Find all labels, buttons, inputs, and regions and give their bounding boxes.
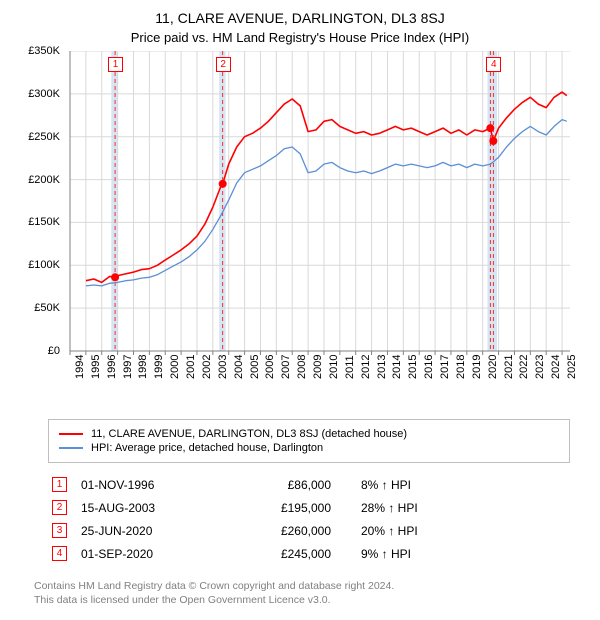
transaction-marker: 1 bbox=[52, 477, 67, 492]
sale-marker-2: 2 bbox=[216, 57, 231, 72]
chart-container: 11, CLARE AVENUE, DARLINGTON, DL3 8SJ Pr… bbox=[0, 0, 600, 607]
y-tick-label: £250K bbox=[28, 131, 60, 143]
x-tick-label: 1999 bbox=[153, 355, 165, 379]
x-tick-label: 2019 bbox=[471, 355, 483, 379]
transaction-diff: 9% ↑ HPI bbox=[361, 547, 471, 561]
legend-label: HPI: Average price, detached house, Darl… bbox=[91, 442, 323, 454]
transaction-date: 01-SEP-2020 bbox=[81, 547, 221, 561]
x-tick-label: 2023 bbox=[534, 355, 546, 379]
sale-marker-1: 1 bbox=[108, 57, 123, 72]
x-tick-label: 2015 bbox=[407, 355, 419, 379]
x-tick-label: 2005 bbox=[249, 355, 261, 379]
x-tick-label: 2002 bbox=[201, 355, 213, 379]
x-tick-label: 2006 bbox=[264, 355, 276, 379]
x-tick-label: 2011 bbox=[344, 355, 356, 379]
title-subtitle: Price paid vs. HM Land Registry's House … bbox=[10, 30, 590, 45]
transaction-row: 1 01-NOV-1996£86,0008% ↑ HPI bbox=[48, 473, 570, 496]
x-tick-label: 2007 bbox=[280, 355, 292, 379]
legend-box: 11, CLARE AVENUE, DARLINGTON, DL3 8SJ (d… bbox=[48, 419, 570, 463]
transaction-marker: 2 bbox=[52, 500, 67, 515]
legend-item: HPI: Average price, detached house, Darl… bbox=[59, 442, 559, 454]
titles: 11, CLARE AVENUE, DARLINGTON, DL3 8SJ Pr… bbox=[0, 0, 600, 51]
x-tick-label: 2009 bbox=[312, 355, 324, 379]
transaction-diff: 8% ↑ HPI bbox=[361, 478, 471, 492]
x-tick-label: 2025 bbox=[566, 355, 578, 379]
transaction-date: 15-AUG-2003 bbox=[81, 501, 221, 515]
plot-svg bbox=[20, 51, 580, 371]
y-tick-label: £0 bbox=[48, 345, 60, 357]
transaction-diff: 28% ↑ HPI bbox=[361, 501, 471, 515]
x-tick-label: 1996 bbox=[106, 355, 118, 379]
x-tick-label: 2000 bbox=[169, 355, 181, 379]
transaction-marker: 4 bbox=[52, 546, 67, 561]
x-tick-label: 2014 bbox=[391, 355, 403, 379]
transaction-row: 4 01-SEP-2020£245,0009% ↑ HPI bbox=[48, 542, 570, 565]
x-tick-label: 2008 bbox=[296, 355, 308, 379]
x-tick-label: 2017 bbox=[439, 355, 451, 379]
legend-swatch bbox=[59, 433, 83, 435]
transaction-date: 25-JUN-2020 bbox=[81, 524, 221, 538]
y-tick-label: £300K bbox=[28, 88, 60, 100]
plot-area: £0£50K£100K£150K£200K£250K£300K£350K1994… bbox=[20, 51, 580, 371]
transaction-row: 3 25-JUN-2020£260,00020% ↑ HPI bbox=[48, 519, 570, 542]
y-tick-label: £50K bbox=[34, 302, 60, 314]
x-tick-label: 1998 bbox=[137, 355, 149, 379]
x-tick-label: 2018 bbox=[455, 355, 467, 379]
transaction-price: £195,000 bbox=[221, 501, 361, 515]
title-address: 11, CLARE AVENUE, DARLINGTON, DL3 8SJ bbox=[10, 10, 590, 26]
x-tick-label: 2013 bbox=[376, 355, 388, 379]
x-tick-label: 1994 bbox=[74, 355, 86, 379]
attribution-footer: Contains HM Land Registry data © Crown c… bbox=[34, 579, 570, 607]
transaction-table: 101-NOV-1996£86,0008% ↑ HPI215-AUG-2003£… bbox=[48, 473, 570, 565]
y-tick-label: £150K bbox=[28, 216, 60, 228]
transaction-price: £260,000 bbox=[221, 524, 361, 538]
x-tick-label: 2004 bbox=[233, 355, 245, 379]
transaction-price: £86,000 bbox=[221, 478, 361, 492]
x-tick-label: 2021 bbox=[503, 355, 515, 379]
y-tick-label: £350K bbox=[28, 45, 60, 57]
legend-swatch bbox=[59, 447, 83, 449]
transaction-marker: 3 bbox=[52, 523, 67, 538]
x-tick-label: 2016 bbox=[423, 355, 435, 379]
transaction-row: 2 15-AUG-2003£195,00028% ↑ HPI bbox=[48, 496, 570, 519]
y-tick-label: £200K bbox=[28, 174, 60, 186]
transaction-price: £245,000 bbox=[221, 547, 361, 561]
x-tick-label: 2001 bbox=[185, 355, 197, 379]
x-tick-label: 2012 bbox=[360, 355, 372, 379]
footer-line-1: Contains HM Land Registry data © Crown c… bbox=[34, 579, 570, 593]
x-tick-label: 2003 bbox=[217, 355, 229, 379]
legend-label: 11, CLARE AVENUE, DARLINGTON, DL3 8SJ (d… bbox=[91, 428, 407, 440]
x-tick-label: 2010 bbox=[328, 355, 340, 379]
x-tick-label: 2020 bbox=[487, 355, 499, 379]
sale-marker-4: 4 bbox=[486, 57, 501, 72]
x-tick-label: 2022 bbox=[518, 355, 530, 379]
legend-item: 11, CLARE AVENUE, DARLINGTON, DL3 8SJ (d… bbox=[59, 428, 559, 440]
legend-and-transactions: 11, CLARE AVENUE, DARLINGTON, DL3 8SJ (d… bbox=[48, 419, 570, 565]
x-tick-label: 2024 bbox=[550, 355, 562, 379]
y-tick-label: £100K bbox=[28, 259, 60, 271]
x-tick-label: 1995 bbox=[90, 355, 102, 379]
footer-line-2: This data is licensed under the Open Gov… bbox=[34, 593, 570, 607]
x-tick-label: 1997 bbox=[122, 355, 134, 379]
transaction-diff: 20% ↑ HPI bbox=[361, 524, 471, 538]
transaction-date: 01-NOV-1996 bbox=[81, 478, 221, 492]
